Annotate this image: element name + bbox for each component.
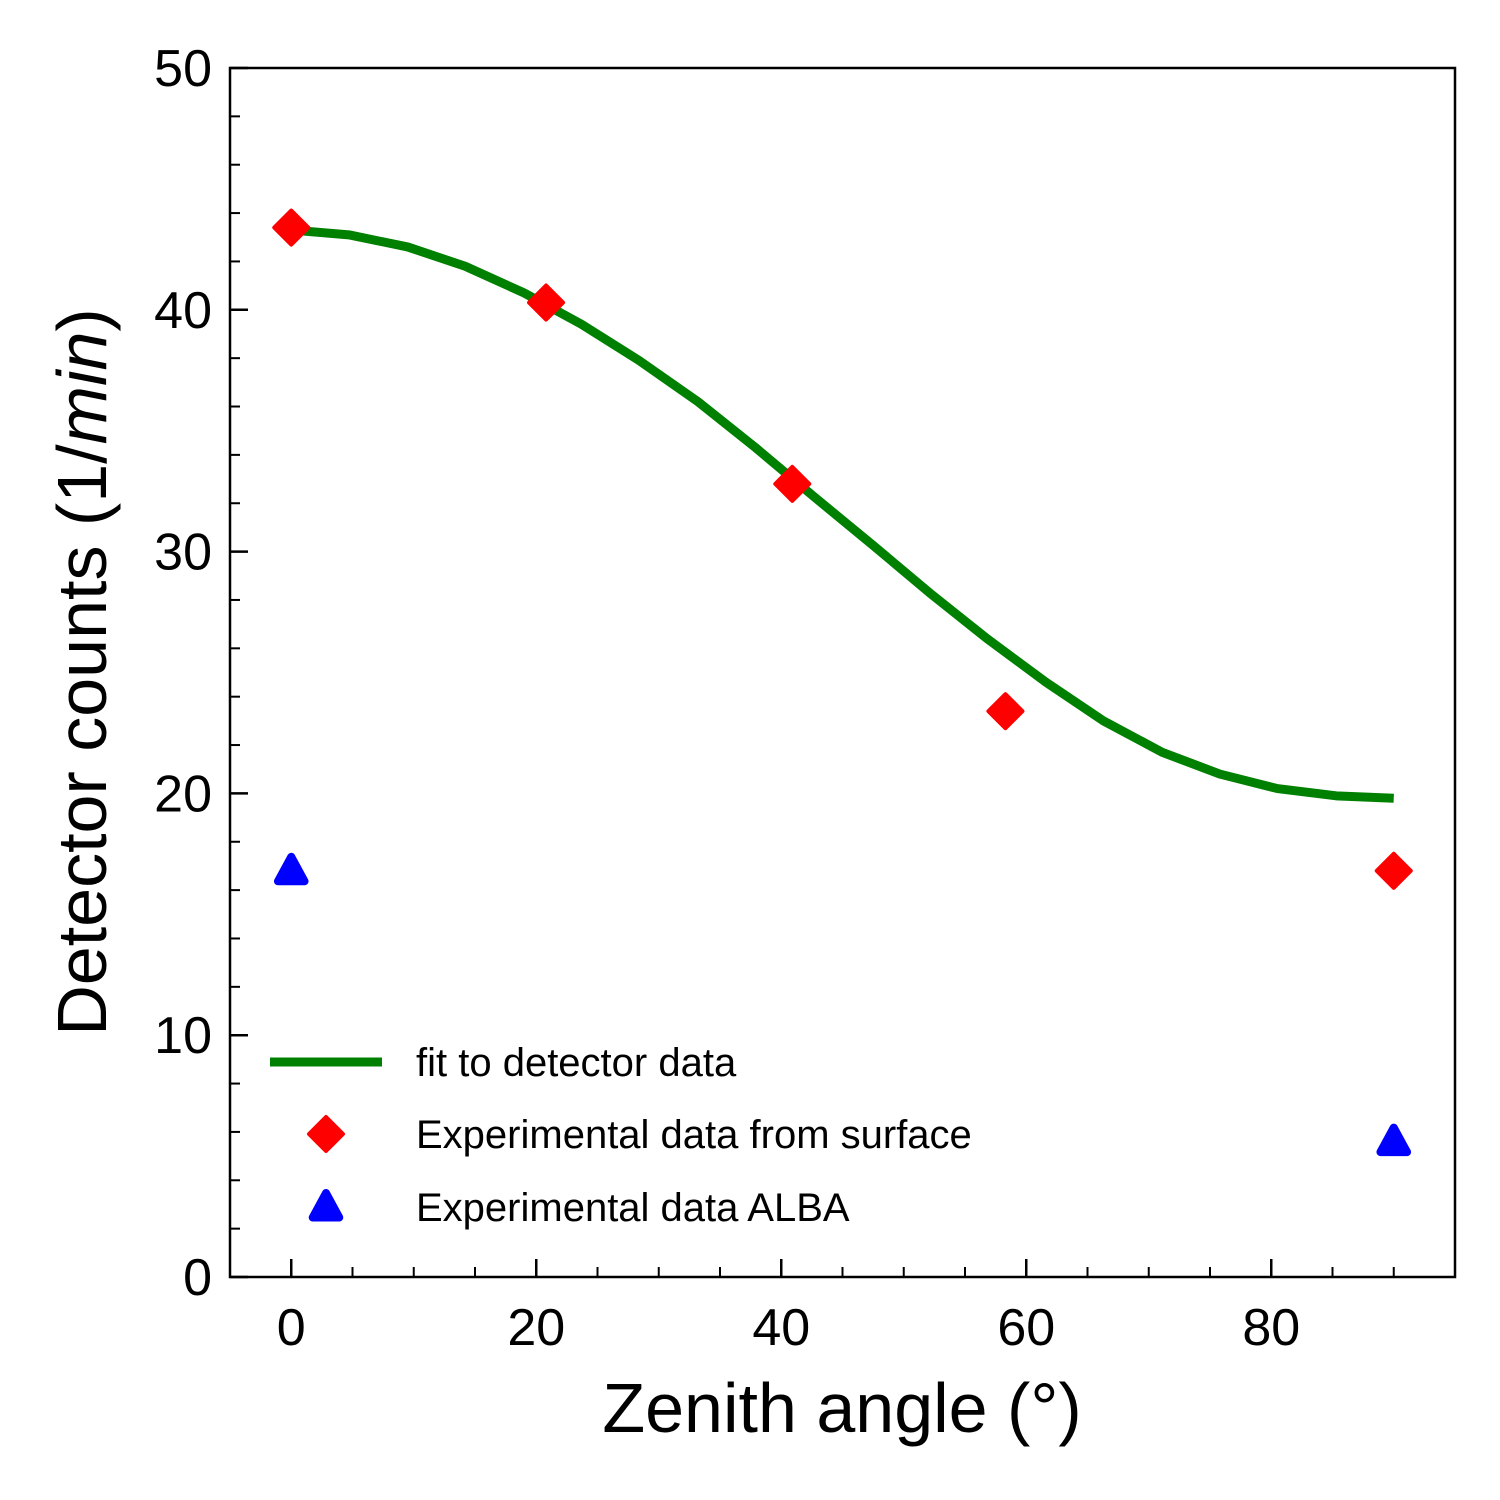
legend-swatch-triangle	[308, 1189, 344, 1222]
y-tick-label: 30	[154, 524, 212, 582]
legend-swatch-diamond	[307, 1115, 345, 1153]
data-point-surface	[527, 283, 566, 322]
x-tick-label: 0	[277, 1299, 306, 1357]
data-point-alba	[273, 852, 309, 886]
x-tick-label: 60	[997, 1299, 1055, 1357]
legend: fit to detector data Experimental data fr…	[270, 1041, 972, 1230]
x-tick-label: 80	[1242, 1299, 1300, 1357]
legend-label: Experimental data ALBA	[416, 1186, 850, 1230]
tick-labels: 0 20 40 60 80 0 10 20 30 40 50	[154, 40, 1300, 1357]
y-tick-label: 0	[183, 1249, 212, 1307]
data-point-surface	[272, 208, 311, 247]
y-axis-title: Detector counts (1/min)	[43, 308, 121, 1036]
y-tick-label: 40	[154, 282, 212, 340]
y-axis-title-unit: min	[43, 332, 121, 445]
data-point-surface	[773, 464, 812, 503]
major-ticks	[230, 66, 1273, 1279]
y-tick-label: 20	[154, 765, 212, 823]
minor-ticks	[230, 115, 1456, 1277]
fit-line	[290, 225, 1394, 803]
x-tick-label: 40	[752, 1299, 810, 1357]
data-point-surface	[1374, 851, 1413, 890]
y-tick-label: 10	[154, 1007, 212, 1065]
series-layer	[272, 208, 1413, 1157]
legend-label: Experimental data from surface	[416, 1113, 972, 1157]
y-axis-title-suffix: )	[43, 308, 121, 331]
data-point-alba	[1376, 1123, 1412, 1157]
x-tick-label: 20	[507, 1299, 565, 1357]
plot-frame	[228, 66, 1457, 1279]
data-point-surface	[986, 692, 1025, 731]
x-axis-title: Zenith angle (°)	[602, 1369, 1081, 1447]
legend-label: fit to detector data	[416, 1041, 737, 1085]
y-axis-title-prefix: Detector counts (1/	[43, 444, 121, 1036]
y-tick-label: 50	[154, 40, 212, 98]
